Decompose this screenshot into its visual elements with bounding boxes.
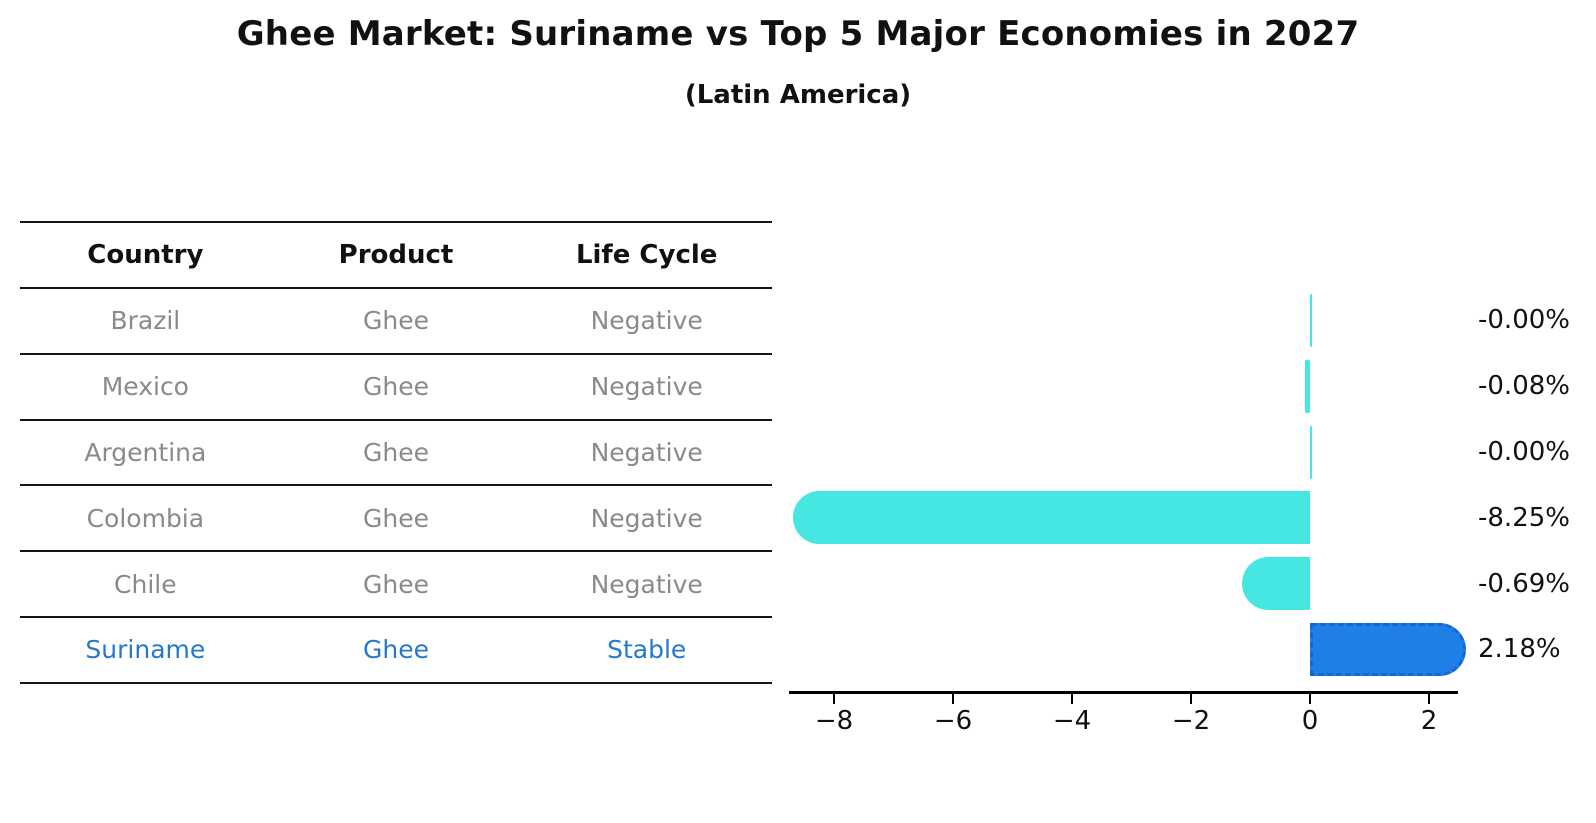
cell-product: Ghee — [363, 437, 429, 467]
chart-subtitle: (Latin America) — [684, 80, 912, 110]
country-table: Country Product Life Cycle Brazil Ghee N… — [20, 221, 772, 684]
x-tick-mark — [1189, 694, 1193, 704]
cell-country: Mexico — [101, 372, 189, 402]
cell-country: Suriname — [85, 635, 206, 665]
cell-product: Ghee — [363, 635, 429, 665]
cell-product: Ghee — [363, 503, 429, 533]
x-tick-label: −4 — [1052, 706, 1092, 736]
x-tick-mark — [1427, 694, 1431, 704]
cell-life-cycle: Stable — [607, 635, 687, 665]
value-label-mexico: -0.08% — [1478, 371, 1570, 402]
value-label-chile: -0.69% — [1478, 568, 1570, 599]
bar-brazil — [1310, 293, 1312, 347]
table-row-suriname: Suriname Ghee Stable — [20, 618, 772, 684]
value-label-colombia: -8.25% — [1478, 502, 1570, 533]
table-row-mexico: Mexico Ghee Negative — [20, 355, 772, 421]
x-tick-label: 0 — [1301, 706, 1319, 736]
table-row-argentina: Argentina Ghee Negative — [20, 421, 772, 487]
x-tick-label: 2 — [1420, 706, 1438, 736]
cell-product: Ghee — [363, 372, 429, 402]
x-tick-mark — [1308, 694, 1312, 704]
x-tick-mark — [832, 694, 836, 704]
x-tick-label: −2 — [1171, 706, 1211, 736]
header-country: Country — [87, 240, 204, 270]
cell-life-cycle: Negative — [590, 306, 703, 336]
cell-product: Ghee — [363, 569, 429, 599]
cell-life-cycle: Negative — [590, 503, 703, 533]
x-tick-label: −6 — [933, 706, 973, 736]
table-row-chile: Chile Ghee Negative — [20, 552, 772, 618]
cell-product: Ghee — [363, 306, 429, 336]
cell-life-cycle: Negative — [590, 437, 703, 467]
header-life-cycle: Life Cycle — [575, 240, 718, 270]
bar-chile — [1242, 557, 1310, 611]
cell-life-cycle: Negative — [590, 569, 703, 599]
chart-title: Ghee Market: Suriname vs Top 5 Major Eco… — [236, 14, 1360, 54]
bar-mexico — [1305, 359, 1310, 413]
value-label-brazil: -0.00% — [1478, 305, 1570, 336]
x-tick-mark — [951, 694, 955, 704]
table-row-brazil: Brazil Ghee Negative — [20, 289, 772, 355]
value-label-argentina: -0.00% — [1478, 437, 1570, 467]
table-header-row: Country Product Life Cycle — [20, 223, 772, 289]
x-tick-mark — [1070, 694, 1074, 704]
cell-country: Brazil — [110, 306, 181, 336]
cell-life-cycle: Negative — [590, 372, 703, 402]
cell-country: Argentina — [84, 437, 207, 467]
bar-argentina — [1310, 425, 1312, 479]
value-label-suriname: 2.18% — [1478, 634, 1561, 665]
table-row-colombia: Colombia Ghee Negative — [20, 486, 772, 553]
bar-colombia — [792, 491, 1310, 545]
x-tick-label: −8 — [814, 706, 854, 736]
bar-suriname — [1310, 622, 1467, 676]
cell-country: Colombia — [86, 503, 205, 533]
header-product: Product — [338, 240, 454, 270]
x-axis-line — [789, 691, 1458, 694]
cell-country: Chile — [114, 569, 177, 599]
